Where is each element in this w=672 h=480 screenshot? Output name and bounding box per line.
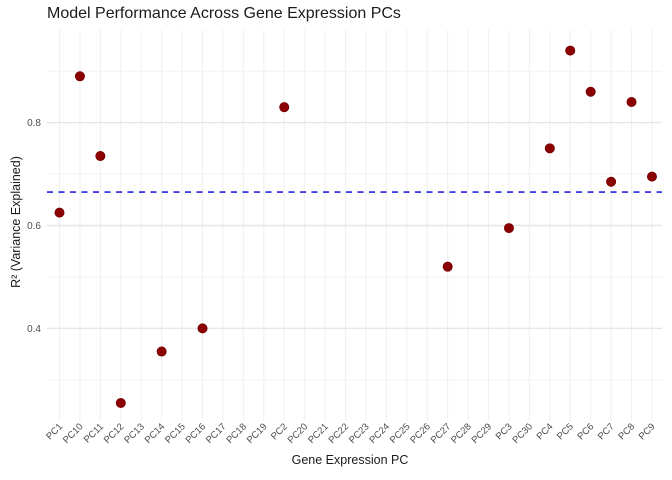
x-tick-label: PC19: [245, 421, 270, 446]
x-tick-label: PC14: [143, 421, 168, 446]
x-tick-label: PC22: [327, 421, 352, 446]
x-tick-label: PC24: [367, 421, 392, 446]
x-axis-title: Gene Expression PC: [291, 453, 409, 467]
x-tick-label: PC30: [510, 421, 535, 446]
x-tick-label: PC15: [163, 421, 188, 446]
y-axis-title: R² (Variance Explained): [9, 156, 23, 288]
x-tick-label: PC7: [596, 421, 617, 442]
x-tick-label: PC21: [306, 421, 331, 446]
data-point: [503, 223, 514, 234]
data-point: [606, 176, 617, 187]
x-tick-label: PC17: [204, 421, 229, 446]
data-point: [442, 261, 453, 272]
x-tick-label: PC16: [184, 421, 209, 446]
data-point: [54, 207, 65, 218]
x-tick-label: PC8: [616, 421, 637, 442]
x-tick-label: PC23: [347, 421, 372, 446]
x-tick-label: PC12: [102, 421, 127, 446]
data-point: [544, 143, 555, 154]
x-tick-label: PC13: [122, 421, 147, 446]
data-point: [156, 346, 167, 357]
x-tick-label: PC29: [470, 421, 495, 446]
y-tick-label: 0.6: [27, 221, 41, 232]
data-point: [197, 323, 208, 334]
data-point: [95, 151, 106, 162]
data-point: [565, 45, 576, 56]
data-point: [74, 71, 85, 82]
x-tick-label: PC18: [224, 421, 249, 446]
x-tick-label: PC9: [637, 421, 658, 442]
x-tick-label: PC28: [449, 421, 474, 446]
x-tick-label: PC6: [575, 421, 596, 442]
chart-title: Model Performance Across Gene Expression…: [47, 5, 401, 22]
data-point: [626, 97, 637, 108]
data-point: [115, 397, 126, 408]
x-tick-label: PC20: [286, 421, 311, 446]
x-tick-label: PC5: [555, 421, 576, 442]
x-tick-label: PC27: [429, 421, 454, 446]
data-point: [585, 86, 596, 97]
y-tick-label: 0.4: [27, 324, 41, 335]
data-point: [646, 171, 657, 182]
x-tick-label: PC26: [408, 421, 433, 446]
x-tick-label: PC25: [388, 421, 413, 446]
data-point: [279, 102, 290, 113]
x-tick-label: PC10: [61, 421, 86, 446]
x-tick-label: PC11: [82, 421, 106, 445]
y-tick-label: 0.8: [27, 118, 41, 129]
x-tick-label: PC4: [535, 421, 556, 442]
